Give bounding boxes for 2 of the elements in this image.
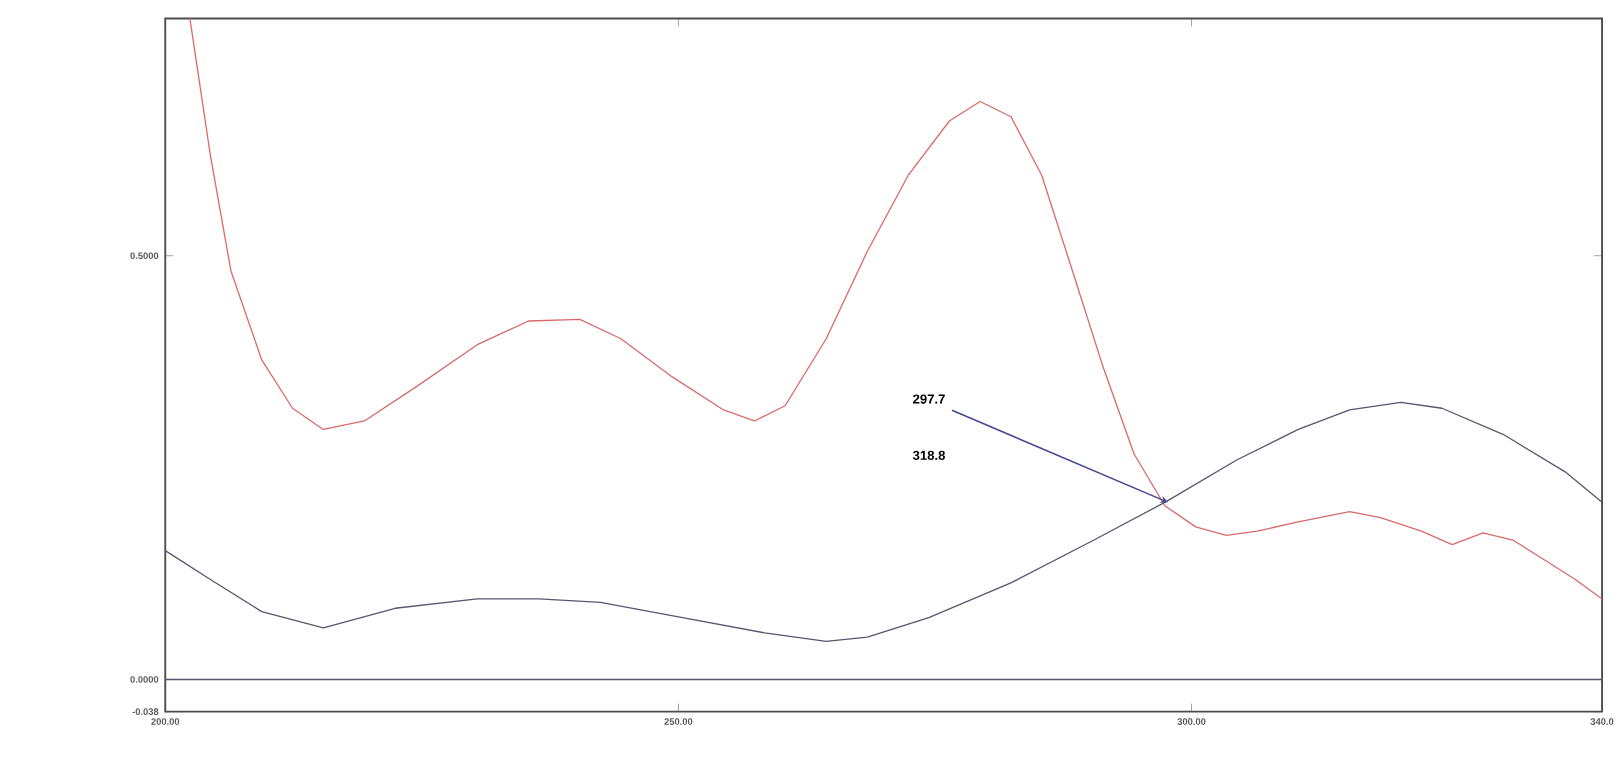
line-series [189,18,1603,600]
line-series [164,401,1603,643]
